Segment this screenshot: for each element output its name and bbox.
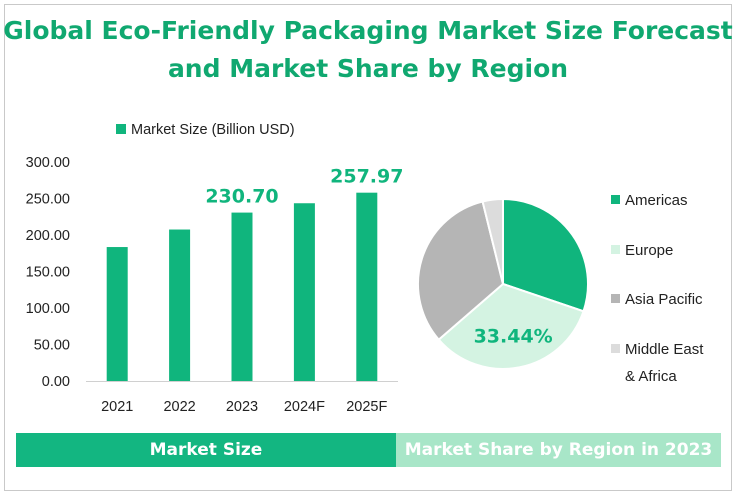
pie-legend-swatch — [611, 245, 620, 254]
footer-band-market-share: Market Share by Region in 2023 — [396, 433, 721, 467]
y-tick-label: 100.00 — [26, 301, 70, 317]
x-tick-label: 2025F — [346, 399, 387, 415]
bar — [106, 247, 128, 381]
pie-legend-swatch — [611, 294, 620, 303]
bar — [293, 203, 315, 381]
footer-band-market-size: Market Size — [16, 433, 396, 467]
title-line-2: and Market Share by Region — [167, 54, 569, 83]
pie-legend-label: & Africa — [625, 368, 677, 385]
y-tick-label: 200.00 — [26, 228, 70, 244]
bar-data-label: 257.97 — [330, 166, 403, 188]
pie-slice — [481, 197, 504, 285]
y-tick-label: 50.00 — [34, 338, 70, 354]
pie-data-label: 33.44% — [474, 326, 553, 348]
pie-legend-label: Asia Pacific — [625, 291, 703, 308]
title-line-1: Global Eco-Friendly Packaging Market Siz… — [3, 16, 733, 45]
chart-title: Global Eco-Friendly Packaging Market Siz… — [0, 12, 736, 88]
bar-legend-label: Market Size (Billion USD) — [131, 122, 295, 138]
x-tick-label: 2024F — [284, 399, 325, 415]
x-tick-label: 2023 — [226, 399, 258, 415]
bar-legend-swatch — [116, 124, 126, 134]
bar — [169, 229, 191, 381]
pie-slice — [502, 197, 589, 313]
bar-data-label: 230.70 — [205, 186, 278, 208]
pie-slice — [417, 200, 505, 342]
x-tick-label: 2021 — [101, 399, 133, 415]
y-tick-label: 150.00 — [26, 265, 70, 281]
pie-legend-swatch — [611, 344, 620, 353]
pie-legend-label: Americas — [625, 192, 688, 209]
y-tick-label: 300.00 — [26, 155, 70, 171]
pie-legend-label: Europe — [625, 242, 673, 259]
pie-legend-label: Middle East — [625, 341, 704, 358]
y-tick-label: 0.00 — [42, 374, 70, 390]
bar — [356, 192, 378, 381]
y-tick-label: 250.00 — [26, 192, 70, 208]
pie-slice — [437, 282, 585, 370]
x-tick-label: 2022 — [163, 399, 195, 415]
pie-legend-swatch — [611, 195, 620, 204]
bar — [231, 212, 253, 381]
